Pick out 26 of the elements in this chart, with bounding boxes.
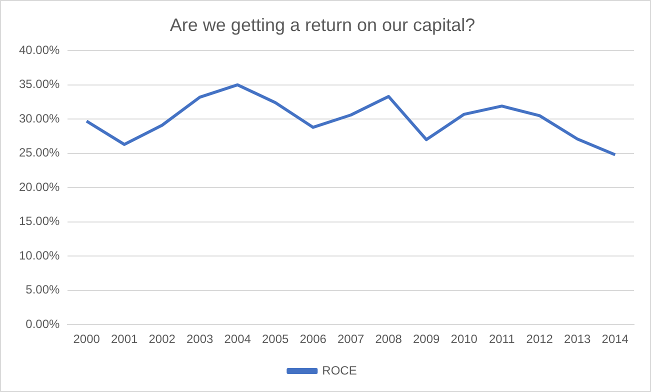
x-tick-label: 2013 [564,332,592,346]
x-tick-label: 2006 [300,332,327,346]
x-tick-label: 2011 [488,332,516,346]
chart-title: Are we getting a return on our capital? [170,14,476,35]
x-tick-label: 2000 [73,332,100,346]
y-tick-label: 5.00% [26,282,60,297]
y-tick-label: 30.00% [18,111,60,126]
legend-label: ROCE [322,363,357,378]
y-tick-label: 15.00% [18,214,60,228]
x-tick-label: 2014 [602,332,629,346]
x-tick-label: 2004 [224,332,252,346]
y-tick-label: 25.00% [18,146,60,160]
x-tick-label: 2002 [148,332,176,346]
y-tick-label: 10.00% [18,248,60,262]
x-tick-label: 2005 [262,332,290,346]
x-tick-label: 2008 [375,332,402,346]
x-tick-label: 2003 [186,332,214,346]
x-tick-label: 2009 [413,332,440,346]
y-tick-label: 20.00% [18,180,60,194]
x-tick-label: 2007 [338,332,365,346]
x-tick-label: 2010 [450,332,478,346]
x-tick-label: 2001 [110,332,138,346]
x-tick-label: 2012 [526,332,554,346]
y-tick-label: 0.00% [26,316,60,331]
y-tick-label: 40.00% [18,42,60,57]
y-tick-label: 35.00% [18,77,60,92]
